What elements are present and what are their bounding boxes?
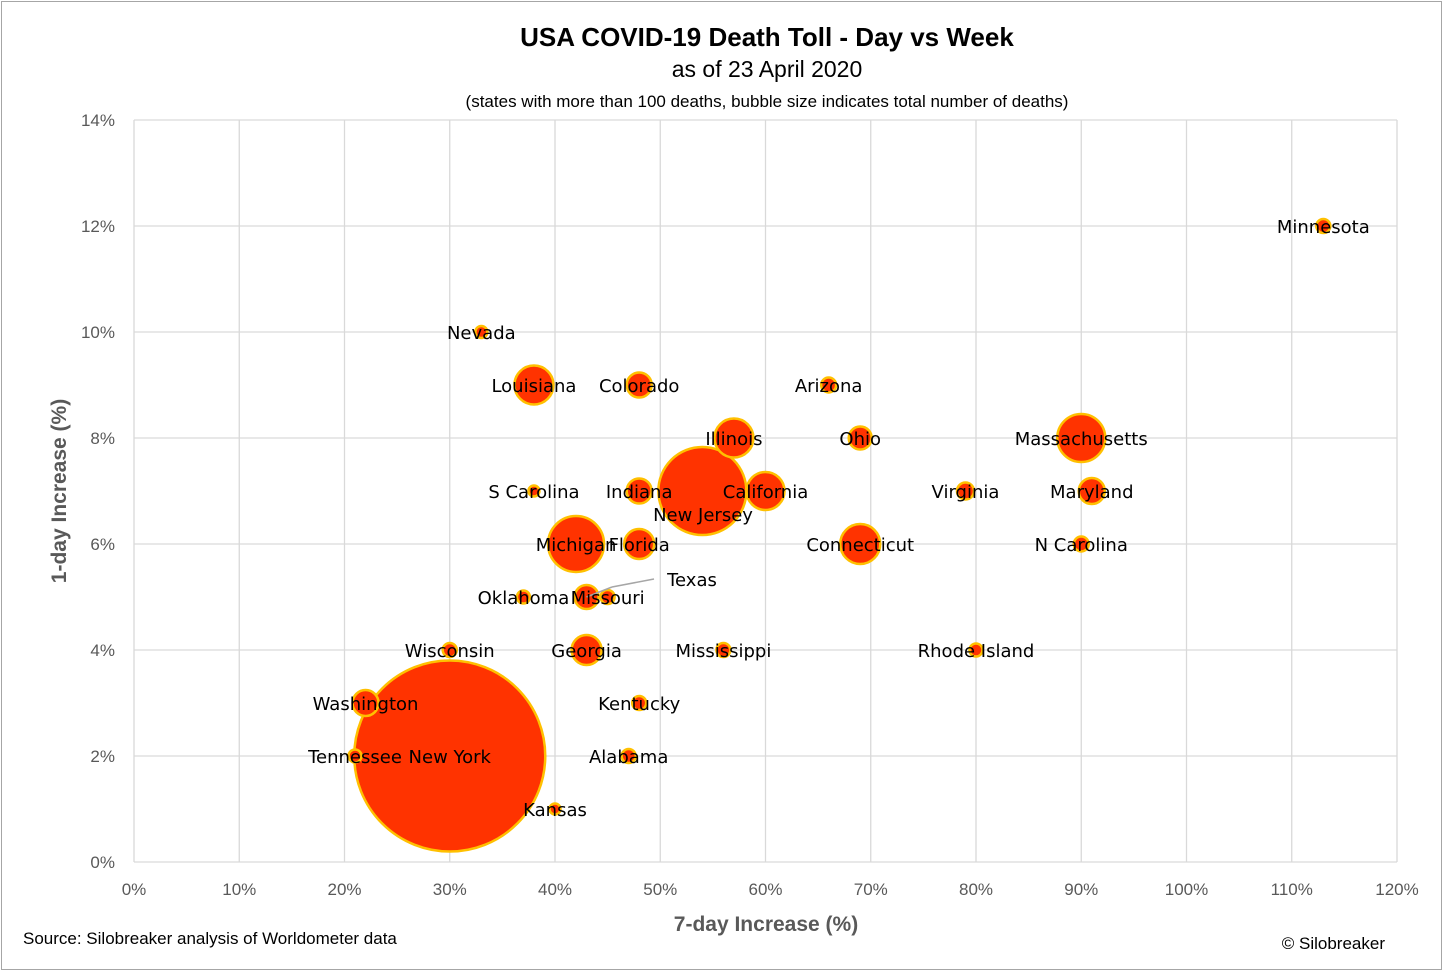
point-label-louisiana: Louisiana bbox=[491, 376, 576, 397]
bubble-indiana bbox=[625, 477, 653, 505]
point-label-virginia: Virginia bbox=[932, 482, 1000, 503]
y-tick-label: 6% bbox=[90, 535, 115, 554]
point-label-colorado: Colorado bbox=[599, 376, 679, 397]
bubble-louisiana bbox=[513, 364, 555, 406]
bubble-missouri bbox=[599, 588, 616, 606]
point-label-massachusetts: Massachusetts bbox=[1015, 429, 1148, 450]
y-tick-label: 2% bbox=[90, 747, 115, 766]
x-tick-label: 40% bbox=[538, 880, 572, 899]
point-label-s-carolina: S Carolina bbox=[488, 482, 579, 503]
x-tick-label: 10% bbox=[222, 880, 256, 899]
bubble-michigan bbox=[546, 514, 606, 574]
bubble-nevada bbox=[474, 324, 489, 340]
point-label-new-jersey: New Jersey bbox=[653, 505, 753, 526]
bubble-s-carolina bbox=[527, 484, 541, 498]
y-tick-label: 0% bbox=[90, 853, 115, 872]
y-tick-label: 12% bbox=[81, 217, 115, 236]
point-label-mississippi: Mississippi bbox=[675, 641, 771, 662]
bubble-mississippi bbox=[715, 641, 732, 659]
y-tick-label: 4% bbox=[90, 641, 115, 660]
leader-line bbox=[586, 586, 613, 598]
bubble-tennessee bbox=[347, 748, 363, 764]
point-label-kentucky: Kentucky bbox=[598, 694, 681, 715]
x-tick-label: 110% bbox=[1271, 880, 1313, 899]
point-label-connecticut: Connecticut bbox=[806, 535, 914, 556]
bubble-kentucky bbox=[630, 694, 648, 712]
bubble-n-carolina bbox=[1072, 535, 1090, 553]
y-tick-label: 10% bbox=[81, 323, 115, 342]
point-label-missouri: Missouri bbox=[571, 588, 645, 609]
bubble-virginia bbox=[955, 481, 976, 501]
bubble-rhode-island bbox=[968, 642, 984, 658]
bubble-georgia bbox=[570, 633, 603, 667]
point-label-minnesota: Minnesota bbox=[1277, 217, 1370, 238]
y-tick-label: 8% bbox=[90, 429, 115, 448]
point-label-florida: Florida bbox=[609, 535, 670, 556]
point-label-new-york: New York bbox=[409, 747, 492, 768]
y-axis-title: 1-day Increase (%) bbox=[48, 399, 71, 583]
bubble-connecticut bbox=[838, 522, 882, 566]
point-label-kansas: Kansas bbox=[523, 800, 587, 821]
x-tick-label: 90% bbox=[1064, 880, 1098, 899]
y-tick-label: 14% bbox=[81, 111, 115, 130]
source-note: Source: Silobreaker analysis of Worldome… bbox=[23, 929, 397, 948]
point-label-california: California bbox=[723, 482, 808, 503]
bubble-kansas bbox=[548, 802, 562, 816]
point-label-n-carolina: N Carolina bbox=[1035, 535, 1128, 556]
bubble-maryland bbox=[1077, 476, 1107, 506]
point-label-oklahoma: Oklahoma bbox=[478, 588, 570, 609]
point-label-washington: Washington bbox=[313, 694, 419, 715]
point-label-rhode-island: Rhode Island bbox=[918, 641, 1035, 662]
x-tick-label: 80% bbox=[959, 880, 993, 899]
point-label-tennessee: Tennessee bbox=[307, 747, 402, 768]
bubble-colorado bbox=[625, 371, 653, 399]
point-label-michigan: Michigan bbox=[536, 535, 617, 556]
x-tick-label: 60% bbox=[748, 880, 782, 899]
bubble-oklahoma bbox=[515, 589, 532, 605]
bubble-washington bbox=[351, 688, 380, 718]
point-label-illinois: Illinois bbox=[705, 429, 762, 450]
bubbles bbox=[347, 217, 1332, 853]
point-label-arizona: Arizona bbox=[795, 376, 863, 397]
x-tick-label: 30% bbox=[433, 880, 467, 899]
bubble-florida bbox=[622, 527, 656, 561]
x-tick-label: 120% bbox=[1375, 880, 1418, 899]
chart-note: (states with more than 100 deaths, bubbl… bbox=[466, 92, 1069, 111]
point-labels: New York New Jersey Michigan Massachusetts C… bbox=[307, 217, 1370, 821]
x-tick-label: 20% bbox=[327, 880, 361, 899]
tick-labels: 0% 10% 20% 30% 40% 50% 60% 70% 80% 90% 100% 110% 120… bbox=[81, 111, 1419, 899]
x-axis-title: 7-day Increase (%) bbox=[674, 913, 858, 936]
bubble-minnesota bbox=[1315, 217, 1332, 235]
point-label-alabama: Alabama bbox=[589, 747, 668, 768]
bubble-massachusetts bbox=[1056, 412, 1107, 464]
point-label-nevada: Nevada bbox=[447, 323, 516, 344]
copyright-note: © Silobreaker bbox=[1282, 934, 1386, 953]
chart-subtitle: as of 23 April 2020 bbox=[672, 56, 863, 82]
point-label-maryland: Maryland bbox=[1050, 482, 1133, 503]
point-label-texas: Texas bbox=[666, 570, 717, 591]
bubble-california bbox=[745, 470, 786, 512]
point-label-indiana: Indiana bbox=[606, 482, 673, 503]
bubble-illinois bbox=[713, 417, 755, 459]
bubble-wisconsin bbox=[441, 641, 458, 659]
x-tick-label: 50% bbox=[643, 880, 677, 899]
x-tick-label: 70% bbox=[854, 880, 888, 899]
point-label-wisconsin: Wisconsin bbox=[405, 641, 495, 662]
bubble-arizona bbox=[819, 376, 838, 394]
bubble-ohio bbox=[847, 425, 873, 451]
point-label-georgia: Georgia bbox=[551, 641, 622, 662]
leader-line bbox=[611, 578, 655, 588]
x-tick-label: 100% bbox=[1165, 880, 1208, 899]
bubble-alabama bbox=[620, 747, 637, 765]
point-label-ohio: Ohio bbox=[839, 429, 881, 450]
chart-title: USA COVID-19 Death Toll - Day vs Week bbox=[520, 22, 1014, 52]
x-tick-label: 0% bbox=[122, 880, 147, 899]
